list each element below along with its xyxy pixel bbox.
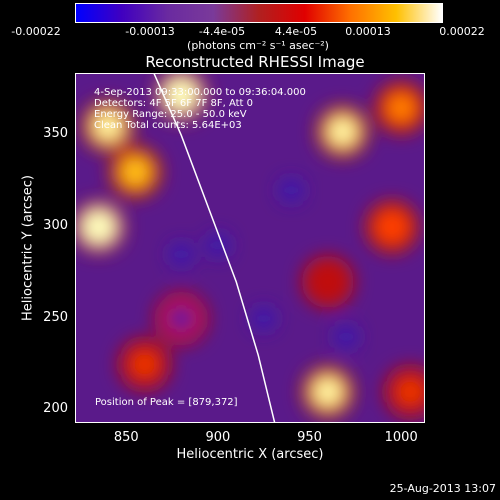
- hot-spot: [96, 115, 119, 138]
- footer-timestamp: 25-Aug-2013 13:07: [389, 482, 496, 495]
- hot-spot: [316, 270, 339, 293]
- colorbar-tick-label: 4.4e-05: [274, 25, 318, 38]
- hot-spot: [124, 160, 147, 183]
- cold-spot: [205, 233, 230, 258]
- y-tick-label: 200: [43, 401, 68, 417]
- hot-spot: [316, 380, 339, 403]
- x-tick-label: 1000: [384, 430, 418, 445]
- x-tick-label: 850: [113, 430, 139, 445]
- peak-position-label: Position of Peak = [879,372]: [95, 397, 238, 408]
- cold-spot: [251, 306, 276, 331]
- info-line-detectors: Detectors: 4F 5F 6F 7F 8F, Att 0: [94, 98, 254, 109]
- hot-spot: [331, 120, 354, 143]
- hot-spot: [133, 353, 156, 376]
- cold-spot: [279, 178, 304, 203]
- hot-spot: [399, 380, 422, 403]
- y-tick-label: 300: [43, 217, 68, 233]
- colorbar-tick-label: 0.00013: [345, 25, 391, 38]
- cold-spot: [169, 306, 194, 331]
- plot-frame: [75, 73, 425, 423]
- hot-spot: [381, 215, 404, 238]
- y-axis-label: Heliocentric Y (arcsec): [20, 175, 36, 321]
- colorbar-tick-label: -0.00022: [11, 25, 61, 38]
- colorbar-tick-label: 0.00022: [439, 25, 485, 38]
- info-line-time: 4-Sep-2013 09:33:00.000 to 09:36:04.000: [94, 87, 306, 98]
- hot-spot: [390, 96, 413, 119]
- colorbar: [75, 3, 443, 23]
- info-line-counts: Clean Total counts: 5.64E+03: [94, 120, 242, 131]
- chart-title: Reconstructed RHESSI Image: [145, 53, 365, 71]
- cold-spot: [169, 242, 194, 267]
- x-tick-label: 950: [297, 430, 322, 445]
- colorbar-tick-label: -0.00013: [125, 25, 175, 38]
- y-tick-label: 350: [43, 126, 68, 142]
- hot-spot: [87, 215, 110, 238]
- solar-limb-line: [153, 73, 276, 423]
- colorbar-tick-label: -4.4e-05: [198, 25, 246, 38]
- x-axis-label: Heliocentric X (arcsec): [176, 447, 324, 462]
- colorbar-units: (photons cm⁻² s⁻¹ asec⁻²): [187, 39, 329, 52]
- x-tick-label: 900: [205, 430, 231, 445]
- hot-spot: [170, 83, 193, 106]
- y-tick-label: 250: [43, 309, 68, 325]
- info-line-energy: Energy Range: 25.0 - 50.0 keV: [94, 109, 247, 120]
- cold-spot: [334, 324, 359, 349]
